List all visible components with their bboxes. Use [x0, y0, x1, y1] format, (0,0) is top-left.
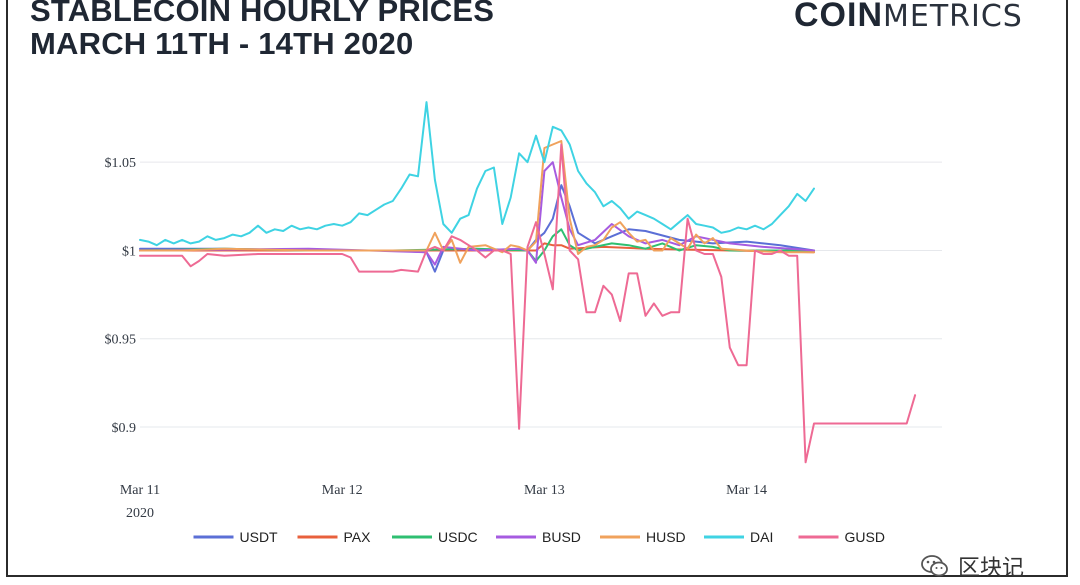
chart-frame: [6, 0, 1068, 577]
watermark: 区块记: [920, 552, 1025, 581]
legend-label-dai: DAI: [750, 529, 773, 545]
x-tick-label: Mar 13: [524, 483, 565, 498]
y-tick-label: $1: [122, 244, 136, 259]
x-tick-label: Mar 12: [322, 483, 363, 498]
legend-label-gusd: GUSD: [845, 529, 885, 545]
y-tick-label: $0.95: [105, 333, 137, 348]
x-tick-sublabel: 2020: [126, 506, 154, 521]
title-line-2: MARCH 11TH - 14TH 2020: [30, 26, 414, 61]
series-line-gusd: [139, 143, 917, 464]
page-title: STABLECOIN HOURLY PRICES MARCH 11TH - 14…: [30, 0, 494, 60]
legend-label-busd: BUSD: [542, 529, 581, 545]
logo-light-text: METRICS: [883, 0, 1023, 34]
coinmetrics-logo: COINMETRICS: [794, 0, 1023, 36]
watermark-text: 区块记: [958, 556, 1025, 581]
x-tick-label: Mar 14: [726, 483, 767, 498]
legend-label-husd: HUSD: [646, 529, 686, 545]
legend-label-usdt: USDT: [240, 529, 279, 545]
y-tick-label: $1.05: [105, 156, 137, 171]
series-line-husd: [139, 140, 815, 264]
y-tick-label: $0.9: [112, 421, 137, 436]
logo-bold-text: COIN: [794, 0, 883, 34]
wechat-icon: [921, 555, 948, 577]
legend-label-pax: PAX: [344, 529, 372, 545]
x-tick-label: Mar 11: [120, 483, 160, 498]
title-line-1: STABLECOIN HOURLY PRICES: [30, 0, 495, 28]
legend-label-usdc: USDC: [438, 529, 478, 545]
series-line-dai: [139, 101, 815, 247]
